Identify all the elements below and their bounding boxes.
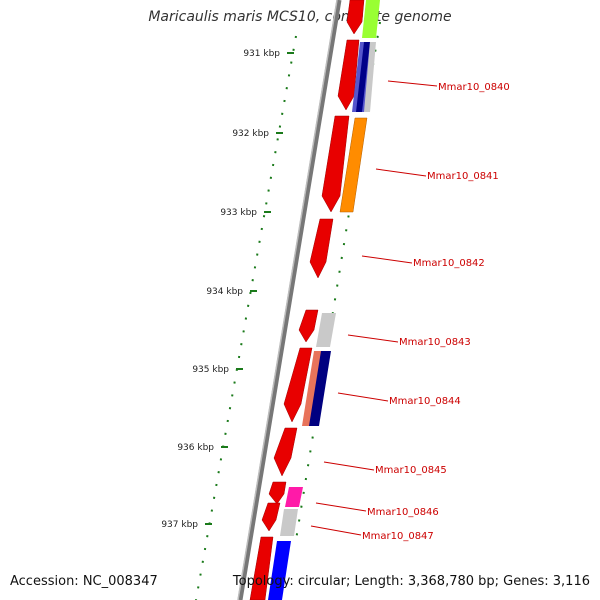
gene-track-colored bbox=[268, 0, 380, 600]
gene-block bbox=[356, 42, 370, 112]
tick-labels: 931 kbp 932 kbp 933 kbp 934 kbp 935 kbp … bbox=[161, 49, 280, 530]
gene-arrow bbox=[249, 536, 274, 600]
gene-block bbox=[280, 509, 298, 536]
gene-label[interactable]: Mmar10_0846 bbox=[367, 507, 439, 518]
topology-text: Topology: circular; Length: 3,368,780 bp… bbox=[232, 574, 590, 589]
gene-block bbox=[285, 487, 303, 507]
gene-arrow bbox=[309, 218, 334, 279]
gene-arrow bbox=[321, 115, 350, 213]
gene-label[interactable]: Mmar10_0840 bbox=[438, 82, 510, 93]
tick-label: 936 kbp bbox=[177, 443, 214, 453]
leader-line bbox=[387, 80, 438, 87]
tick-dot-track bbox=[195, 35, 297, 600]
gene-block bbox=[302, 351, 323, 426]
gene-arrow bbox=[268, 481, 287, 505]
tick-dots bbox=[195, 35, 297, 600]
gene-label[interactable]: Mmar10_0841 bbox=[427, 171, 499, 182]
tick-label: 931 kbp bbox=[243, 49, 280, 59]
gene-block bbox=[339, 117, 368, 213]
gene-arrow bbox=[337, 39, 360, 111]
gene-arrow bbox=[283, 347, 313, 423]
leader-line bbox=[375, 168, 427, 177]
leader-line bbox=[323, 461, 375, 471]
leader-line bbox=[315, 502, 367, 512]
label-leaders bbox=[310, 80, 438, 536]
tick-label: 933 kbp bbox=[220, 208, 257, 218]
backbone-highlight bbox=[237, 0, 338, 600]
leader-line bbox=[347, 334, 399, 343]
tick-label: 934 kbp bbox=[206, 287, 243, 297]
leader-line bbox=[361, 255, 413, 264]
gene-arrow bbox=[273, 427, 298, 477]
gene-label[interactable]: Mmar10_0845 bbox=[375, 465, 447, 476]
gene-label[interactable]: Mmar10_0842 bbox=[413, 258, 485, 269]
gene-arrow bbox=[346, 0, 365, 35]
tick-marks bbox=[205, 52, 294, 525]
gene-block bbox=[309, 351, 331, 426]
gene-block bbox=[316, 313, 336, 347]
tick-label: 932 kbp bbox=[232, 129, 269, 139]
gene-block bbox=[364, 42, 376, 112]
genome-backbone bbox=[237, 0, 342, 600]
accession-text: Accession: NC_008347 bbox=[10, 574, 158, 589]
gene-track-forward bbox=[249, 0, 365, 600]
tick-label: 937 kbp bbox=[161, 520, 198, 530]
backbone-line bbox=[237, 0, 342, 600]
leader-line bbox=[310, 525, 362, 536]
leader-line bbox=[337, 392, 389, 402]
gene-arrow bbox=[261, 502, 281, 532]
gene-label[interactable]: Mmar10_0844 bbox=[389, 396, 461, 407]
gene-block bbox=[268, 541, 291, 600]
gene-label[interactable]: Mmar10_0847 bbox=[362, 531, 434, 542]
gene-labels: Mmar10_0840 Mmar10_0841 Mmar10_0842 Mmar… bbox=[362, 82, 510, 542]
gene-arrow bbox=[298, 309, 319, 343]
gene-block bbox=[362, 0, 380, 38]
tick-label: 935 kbp bbox=[192, 365, 229, 375]
gene-label[interactable]: Mmar10_0843 bbox=[399, 337, 471, 348]
